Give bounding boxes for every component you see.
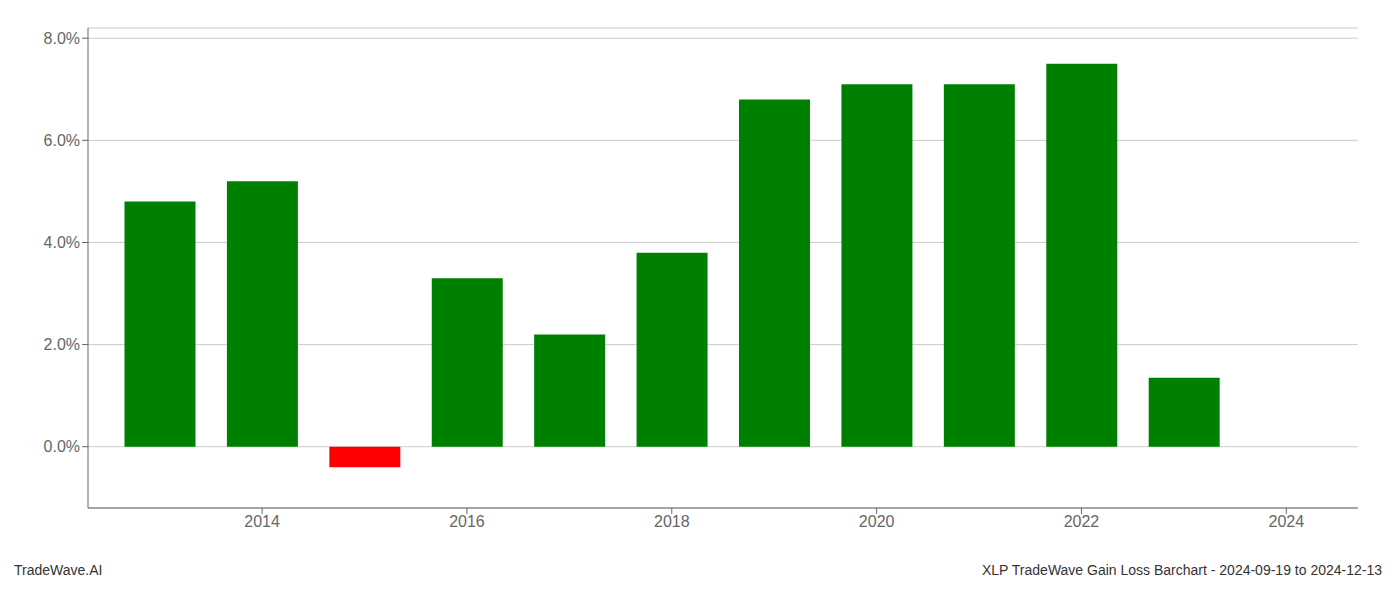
svg-text:2.0%: 2.0% — [44, 336, 80, 353]
svg-text:6.0%: 6.0% — [44, 132, 80, 149]
svg-text:2020: 2020 — [859, 513, 895, 530]
svg-text:2014: 2014 — [244, 513, 280, 530]
svg-text:0.0%: 0.0% — [44, 438, 80, 455]
svg-text:4.0%: 4.0% — [44, 234, 80, 251]
svg-text:2018: 2018 — [654, 513, 690, 530]
svg-text:2022: 2022 — [1064, 513, 1100, 530]
html-text:TradeWave.AI: TradeWave.AI — [14, 562, 103, 578]
svg-text:2024: 2024 — [1269, 513, 1305, 530]
html-text:XLP TradeWave Gain Loss Barcha: XLP TradeWave Gain Loss Barchart - 2024-… — [982, 562, 1382, 578]
svg-text:2016: 2016 — [449, 513, 485, 530]
svg-text:8.0%: 8.0% — [44, 30, 80, 47]
